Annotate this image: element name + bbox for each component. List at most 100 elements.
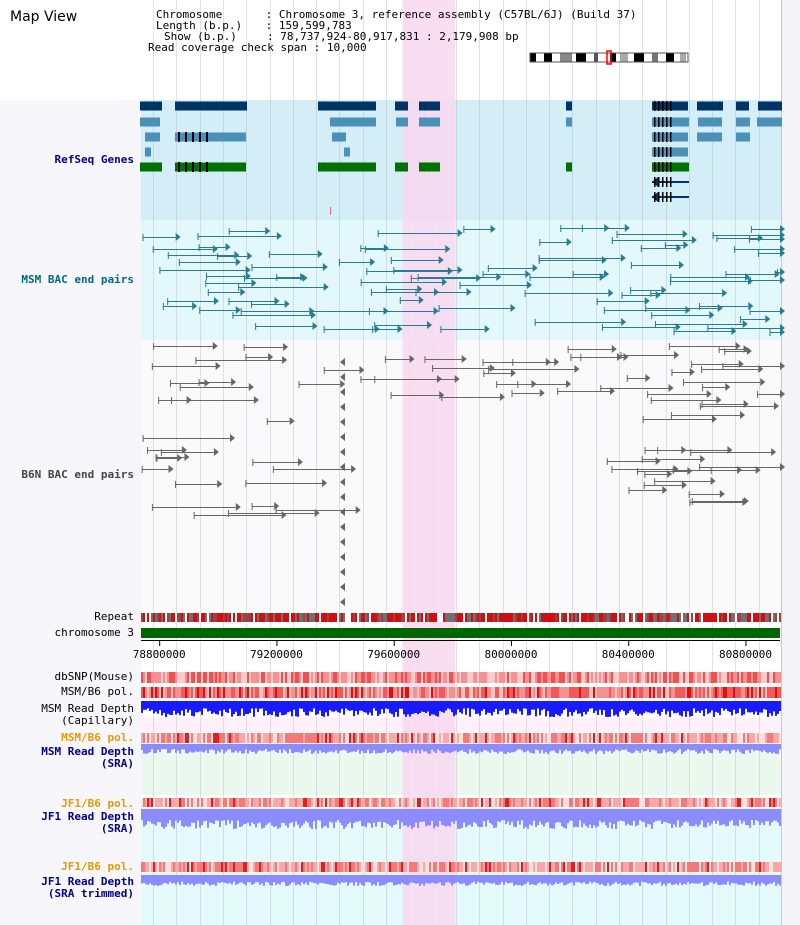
- msm-bac-end: [418, 296, 424, 304]
- jf1-pol-1-cell: [679, 798, 681, 807]
- dbsnp-cell: [373, 672, 375, 683]
- jf1-pol-1-cell: [689, 798, 691, 807]
- dbsnp-cell: [523, 672, 525, 683]
- msm-pol-2-cell: [653, 733, 655, 743]
- msm-pol-2-cell: [539, 733, 541, 743]
- b6n-bac-line: [432, 368, 490, 369]
- jf1-pol-2-cell: [147, 862, 149, 872]
- msm-bac-end: [245, 266, 251, 274]
- b6n-bac-end: [251, 503, 253, 510]
- repeat-block: [327, 613, 329, 622]
- jf1-pol-1-cell: [165, 798, 167, 807]
- jf1-pol-2-cell: [231, 862, 233, 872]
- exon-mark: [199, 162, 201, 172]
- msm-bac-line: [440, 329, 485, 330]
- msm-bac-line: [645, 308, 718, 309]
- b6n-bac-line: [628, 490, 663, 491]
- msm-pol-2-cell: [159, 733, 161, 743]
- jf1-pol-2-cell: [281, 862, 283, 872]
- msm-pol-1-cell: [143, 687, 145, 698]
- jf1-pol-1-cell: [757, 798, 759, 807]
- jf1-pol-2-cell: [679, 862, 681, 872]
- track-label-jf1-pol-2: JF1/B6 pol.: [61, 860, 134, 873]
- msm-pol-1-cell: [689, 687, 691, 698]
- track-label-dbsnp: dbSNP(Mouse): [54, 670, 134, 683]
- msm-pol-2-cell: [335, 733, 337, 743]
- repeat-block: [609, 613, 611, 622]
- msm-bac-end: [417, 285, 423, 293]
- msm-pol-2-cell: [397, 733, 399, 743]
- grid-line: [712, 0, 713, 925]
- msm-pol-1-cell: [607, 687, 609, 698]
- dbsnp-cell: [145, 672, 147, 683]
- dbsnp-cell: [283, 672, 285, 683]
- jf1-pol-2-cell: [161, 862, 163, 872]
- dbsnp-cell: [409, 672, 411, 683]
- jf1-pol-2-cell: [499, 862, 501, 872]
- jf1-pol-2-cell: [155, 862, 157, 872]
- dbsnp-cell: [471, 672, 473, 683]
- jf1-pol-2-cell: [437, 862, 439, 872]
- dbsnp-cell: [259, 672, 261, 683]
- dbsnp-cell: [465, 672, 467, 683]
- dbsnp-cell: [351, 672, 353, 683]
- msm-pol-1-cell: [573, 687, 575, 698]
- msm-pol-2-cell: [287, 733, 289, 743]
- repeat-block: [423, 613, 425, 622]
- b6n-bac-end: [757, 391, 759, 398]
- jf1-pol-1-cell: [541, 798, 543, 807]
- jf1-pol-1-cell: [145, 798, 147, 807]
- exon-mark: [670, 117, 672, 127]
- b6n-bac-end: [360, 376, 362, 383]
- jf1-pol-2-cell: [257, 862, 259, 872]
- msm-pol-1-cell: [305, 687, 307, 698]
- dbsnp-cell: [531, 672, 533, 683]
- msm-bac-end: [510, 304, 516, 312]
- dbsnp-cell: [421, 672, 423, 683]
- length-key: Length (b.p.): [156, 19, 243, 32]
- dbsnp-cell: [595, 672, 597, 683]
- track-label-refseq-genes[interactable]: RefSeq Genes: [54, 153, 134, 166]
- repeat-block: [401, 613, 403, 622]
- msm-pol-1-cell: [169, 687, 171, 698]
- jf1-pol-1-cell: [717, 798, 719, 807]
- msm-pol-2-cell: [167, 733, 169, 743]
- dbsnp-cell: [557, 672, 559, 683]
- msm-pol-1-cell: [507, 687, 509, 698]
- jf1-pol-2-cell: [723, 862, 725, 872]
- dbsnp-cell: [623, 672, 625, 683]
- grid-line: [176, 0, 177, 925]
- msm-pol-2-cell: [597, 733, 599, 743]
- jf1-pol-1-cell: [361, 798, 363, 807]
- msm-pol-2-cell: [481, 733, 483, 743]
- repeat-block: [723, 613, 725, 622]
- msm-pol-1-cell: [253, 687, 255, 698]
- jf1-pol-1-cell: [229, 798, 231, 807]
- msm-pol-2-cell: [153, 733, 155, 743]
- msm-bac-line: [205, 283, 252, 284]
- track-label-msm-bac[interactable]: MSM BAC end pairs: [21, 273, 134, 286]
- jf1-pol-1-cell: [695, 798, 697, 807]
- msm-bac-end: [175, 233, 181, 241]
- jf1-pol-1-cell: [657, 798, 659, 807]
- msm-bac-line: [572, 274, 605, 275]
- b6n-bac-end: [272, 466, 274, 473]
- msm-pol-1-cell: [147, 687, 149, 698]
- repeat-block: [489, 613, 491, 622]
- repeat-block: [617, 613, 619, 622]
- repeat-block: [611, 613, 613, 622]
- repeat-block: [545, 613, 547, 622]
- jf1-pol-2-cell: [621, 862, 623, 872]
- repeat-block: [265, 613, 267, 622]
- jf1-pol-1-cell: [495, 798, 497, 807]
- repeat-block: [633, 613, 635, 622]
- repeat-block: [661, 613, 663, 622]
- b6n-bac-end: [690, 449, 692, 456]
- jf1-pol-2-cell: [371, 862, 373, 872]
- msm-pol-1-cell: [491, 687, 493, 698]
- b6n-bac-line: [170, 383, 205, 384]
- msm-bac-end: [312, 322, 318, 330]
- track-label-b6n-bac[interactable]: B6N BAC end pairs: [21, 468, 134, 481]
- jf1-pol-2-cell: [269, 862, 271, 872]
